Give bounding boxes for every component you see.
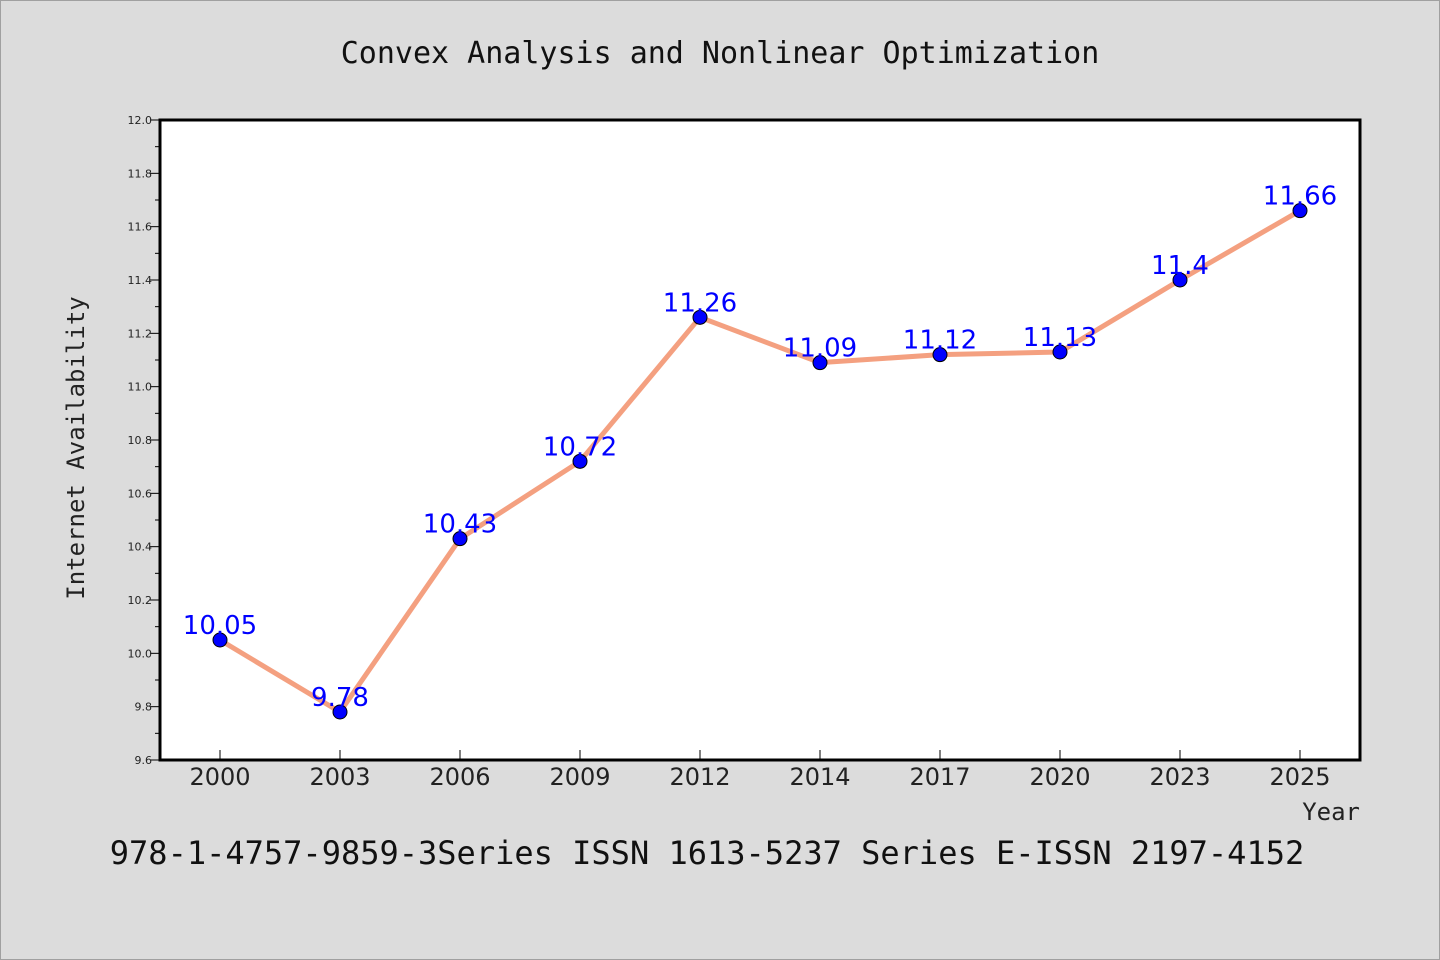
data-point: [572, 453, 588, 469]
series: [212, 203, 1308, 720]
data-label: 11.4: [1151, 251, 1209, 281]
x-tick-label: 2006: [429, 763, 490, 791]
x-tick-label: 2014: [789, 763, 850, 791]
data-labels: 10.05 9.78 10.43 10.72 11.26 11.09 11.12 11.13 1…: [183, 182, 1337, 713]
y-tick-label: 10.2: [128, 594, 153, 607]
y-tick-label: 12.0: [128, 114, 153, 127]
y-tick-label: 9.8: [135, 701, 153, 714]
data-label: 11.13: [1023, 323, 1097, 353]
x-axis: 2000 2003 2006 2009 2012 2014 2017 2020 2023 2025: [189, 750, 1331, 791]
data-point: [692, 309, 708, 325]
data-point: [1172, 272, 1188, 288]
data-point: [1292, 203, 1308, 219]
y-axis: 9.6 9.8 10.0 10.2 10.4 10.6 10.8 11.0 11.2 11.4 11…: [128, 114, 160, 767]
data-label: 11.09: [783, 334, 857, 364]
data-label: 9.78: [311, 683, 369, 713]
x-axis-label: Year: [1302, 798, 1360, 826]
data-point: [1052, 344, 1068, 360]
data-label: 11.66: [1263, 182, 1337, 212]
y-tick-label: 9.6: [135, 754, 153, 767]
y-tick-label: 11.0: [128, 381, 153, 394]
y-tick-label: 10.0: [128, 647, 153, 660]
chart-title: Convex Analysis and Nonlinear Optimizati…: [341, 36, 1100, 71]
data-point: [332, 704, 348, 720]
series-line: [217, 208, 1303, 715]
y-tick-label: 11.4: [128, 274, 153, 287]
data-point: [452, 531, 468, 547]
data-point: [212, 632, 228, 648]
data-label: 11.12: [903, 326, 977, 356]
x-tick-label: 2017: [909, 763, 970, 791]
footer-text: 978-1-4757-9859-3Series ISSN 1613-5237 S…: [110, 834, 1304, 872]
y-tick-label: 10.8: [128, 434, 153, 447]
x-tick-label: 2025: [1269, 763, 1330, 791]
y-axis-label: Internet Availability: [62, 296, 90, 599]
data-point: [932, 347, 948, 363]
x-tick-label: 2012: [669, 763, 730, 791]
x-tick-label: 2000: [189, 763, 250, 791]
data-point: [812, 355, 828, 371]
y-tick-label: 11.8: [128, 167, 153, 180]
x-tick-label: 2023: [1149, 763, 1210, 791]
y-tick-label: 11.6: [128, 221, 153, 234]
data-label: 10.43: [423, 510, 497, 540]
plot-area: [160, 120, 1360, 760]
y-tick-label: 10.4: [128, 541, 153, 554]
data-label: 11.26: [663, 288, 737, 318]
data-label: 10.05: [183, 611, 257, 641]
x-tick-label: 2020: [1029, 763, 1090, 791]
x-tick-label: 2003: [309, 763, 370, 791]
y-tick-label: 11.2: [128, 327, 153, 340]
y-tick-label: 10.6: [128, 487, 153, 500]
x-tick-label: 2009: [549, 763, 610, 791]
data-label: 10.72: [543, 432, 617, 462]
plot-border: [158, 118, 1362, 762]
